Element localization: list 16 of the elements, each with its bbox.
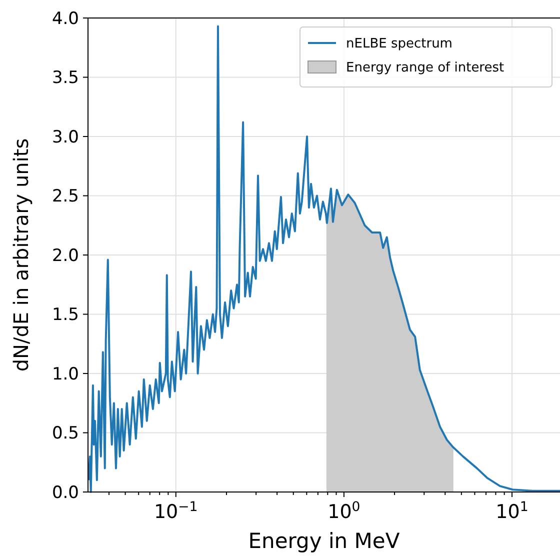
legend-label: Energy range of interest — [346, 60, 504, 76]
y-axis-title: dN/dE in arbitrary units — [9, 138, 33, 372]
x-tick-label: 10$^{−1}$ — [154, 500, 198, 523]
y-tick-label: 1.5 — [52, 305, 79, 326]
x-axis-title: Energy in MeV — [248, 529, 400, 553]
y-tick-label: 0.5 — [52, 424, 79, 444]
y-tick-label: 1.0 — [52, 364, 79, 384]
y-tick-label: 0.0 — [52, 482, 79, 503]
x-tick-label: 10$^{1}$ — [496, 500, 528, 523]
y-tick-label: 3.5 — [52, 68, 79, 88]
y-tick-label: 3.0 — [52, 127, 79, 148]
y-tick-label: 2.5 — [52, 186, 79, 207]
y-tick-label: 2.0 — [52, 246, 79, 266]
y-tick-label: 4.0 — [52, 8, 79, 29]
x-tick-label: 10$^{0}$ — [328, 500, 360, 523]
legend-label: nELBE spectrum — [346, 36, 452, 52]
